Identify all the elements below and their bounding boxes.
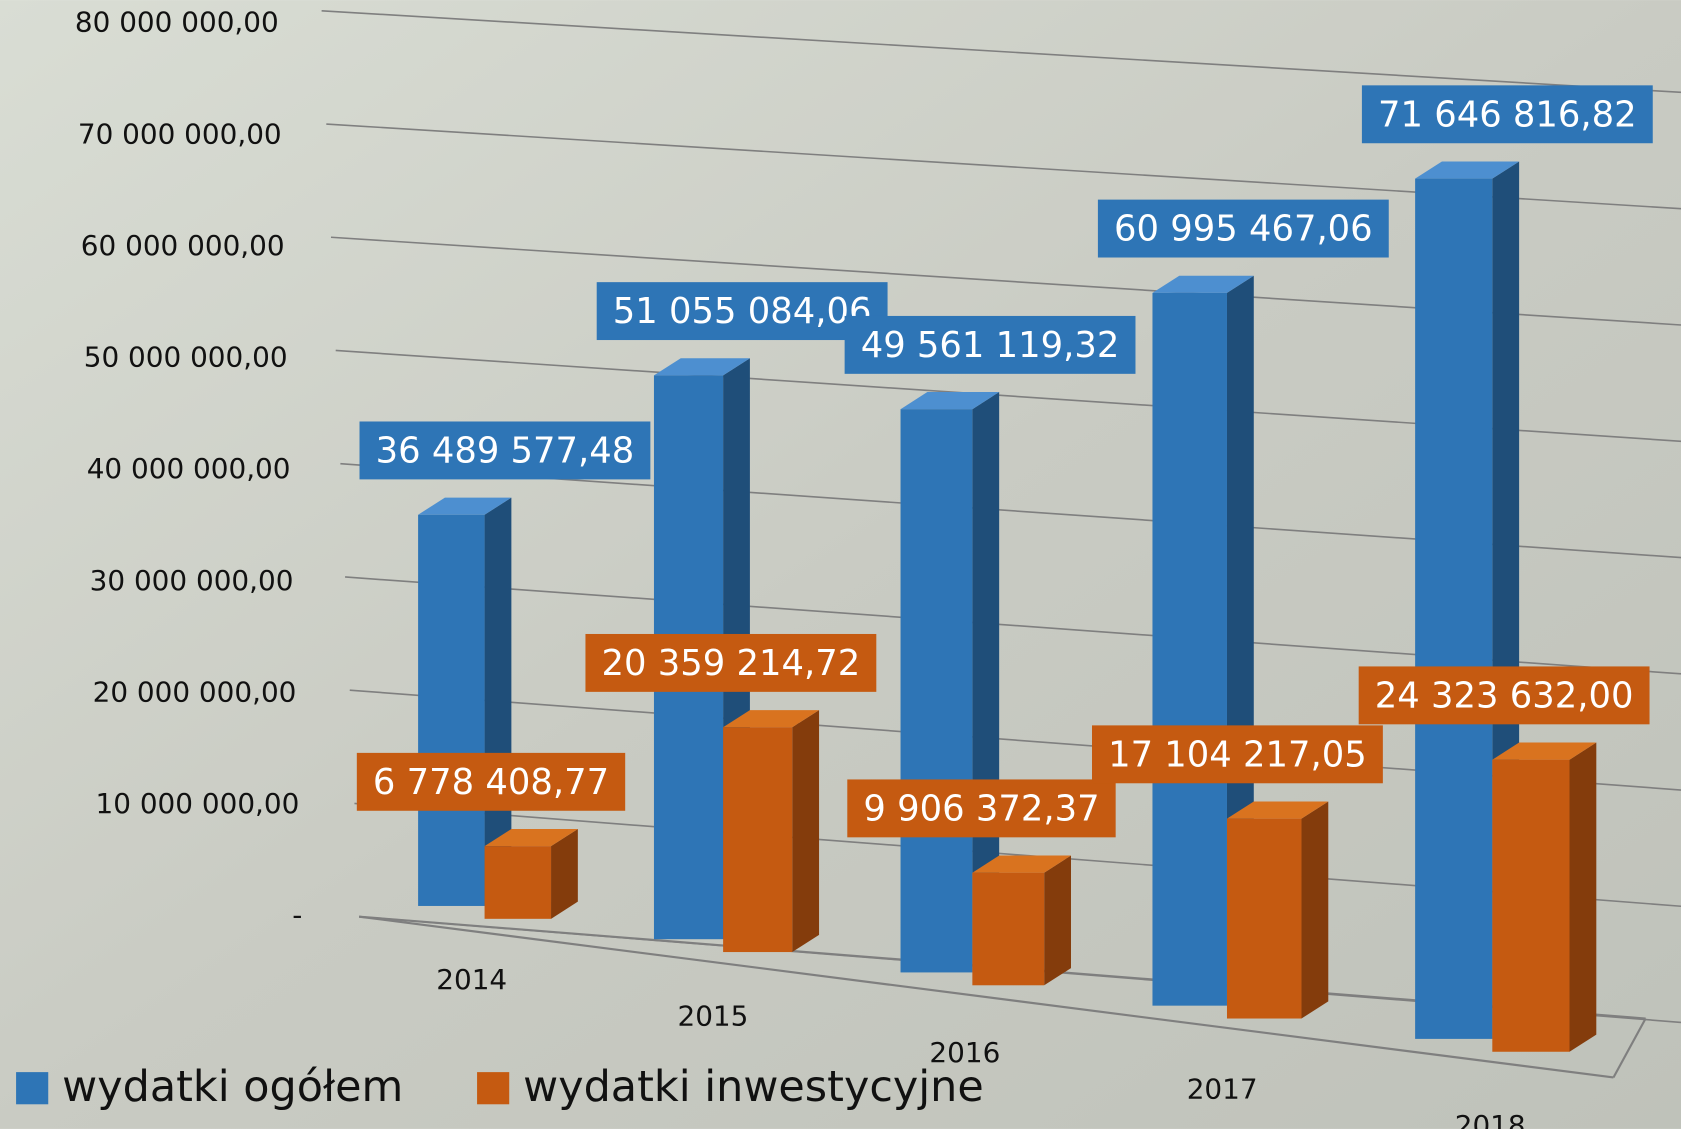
y-tick-label: 40 000 000,00 bbox=[87, 452, 291, 485]
y-tick-label: 30 000 000,00 bbox=[90, 564, 294, 597]
bar-front bbox=[1415, 179, 1492, 1039]
legend-swatch bbox=[477, 1072, 509, 1104]
chart: - 10 000 000,00 20 000 000,00 30 000 000,00… bbox=[0, 0, 1681, 1129]
bar bbox=[485, 829, 578, 919]
bar-front bbox=[485, 846, 551, 919]
y-tick-label: 20 000 000,00 bbox=[93, 675, 297, 708]
value-label: 71 646 816,82 bbox=[1378, 94, 1637, 135]
legend-swatch bbox=[16, 1072, 48, 1104]
value-label: 20 359 214,72 bbox=[602, 643, 861, 684]
bar bbox=[723, 710, 819, 952]
bar-front bbox=[1152, 293, 1227, 1006]
bar-front bbox=[901, 409, 973, 972]
x-tick-label: 2015 bbox=[677, 999, 748, 1032]
bar-front bbox=[418, 515, 484, 906]
x-tick-label: 2017 bbox=[1187, 1072, 1258, 1105]
bar-side bbox=[1301, 801, 1328, 1018]
bar-side bbox=[1044, 856, 1071, 986]
bar-side bbox=[792, 710, 819, 952]
bar bbox=[972, 856, 1071, 986]
y-tick-label: 50 000 000,00 bbox=[84, 341, 288, 374]
y-tick-label: 80 000 000,00 bbox=[75, 6, 279, 39]
value-label: 51 055 084,06 bbox=[613, 291, 872, 332]
legend-label: wydatki inwestycyjne bbox=[523, 1062, 984, 1112]
value-label: 9 906 372,37 bbox=[863, 789, 1099, 830]
bar bbox=[1227, 801, 1328, 1018]
x-tick-label: 2018 bbox=[1455, 1109, 1526, 1129]
x-tick-label: 2014 bbox=[436, 963, 507, 996]
y-tick-label: 70 000 000,00 bbox=[78, 117, 282, 150]
bar-side bbox=[1570, 743, 1597, 1052]
bar-front bbox=[972, 873, 1044, 986]
bar-front bbox=[1492, 760, 1569, 1052]
value-label: 6 778 408,77 bbox=[373, 762, 609, 803]
bar bbox=[1492, 743, 1596, 1052]
value-label: 17 104 217,05 bbox=[1108, 734, 1367, 775]
bar-front bbox=[1227, 819, 1302, 1019]
value-label: 49 561 119,32 bbox=[861, 325, 1120, 366]
y-tick-label: - bbox=[292, 899, 302, 932]
y-tick-label: 10 000 000,00 bbox=[96, 787, 300, 820]
value-label: 24 323 632,00 bbox=[1375, 676, 1634, 717]
value-label: 60 995 467,06 bbox=[1114, 209, 1373, 250]
y-tick-label: 60 000 000,00 bbox=[81, 229, 285, 262]
bar-front bbox=[723, 727, 792, 952]
legend-label: wydatki ogółem bbox=[62, 1062, 403, 1112]
value-label: 36 489 577,48 bbox=[376, 431, 635, 472]
